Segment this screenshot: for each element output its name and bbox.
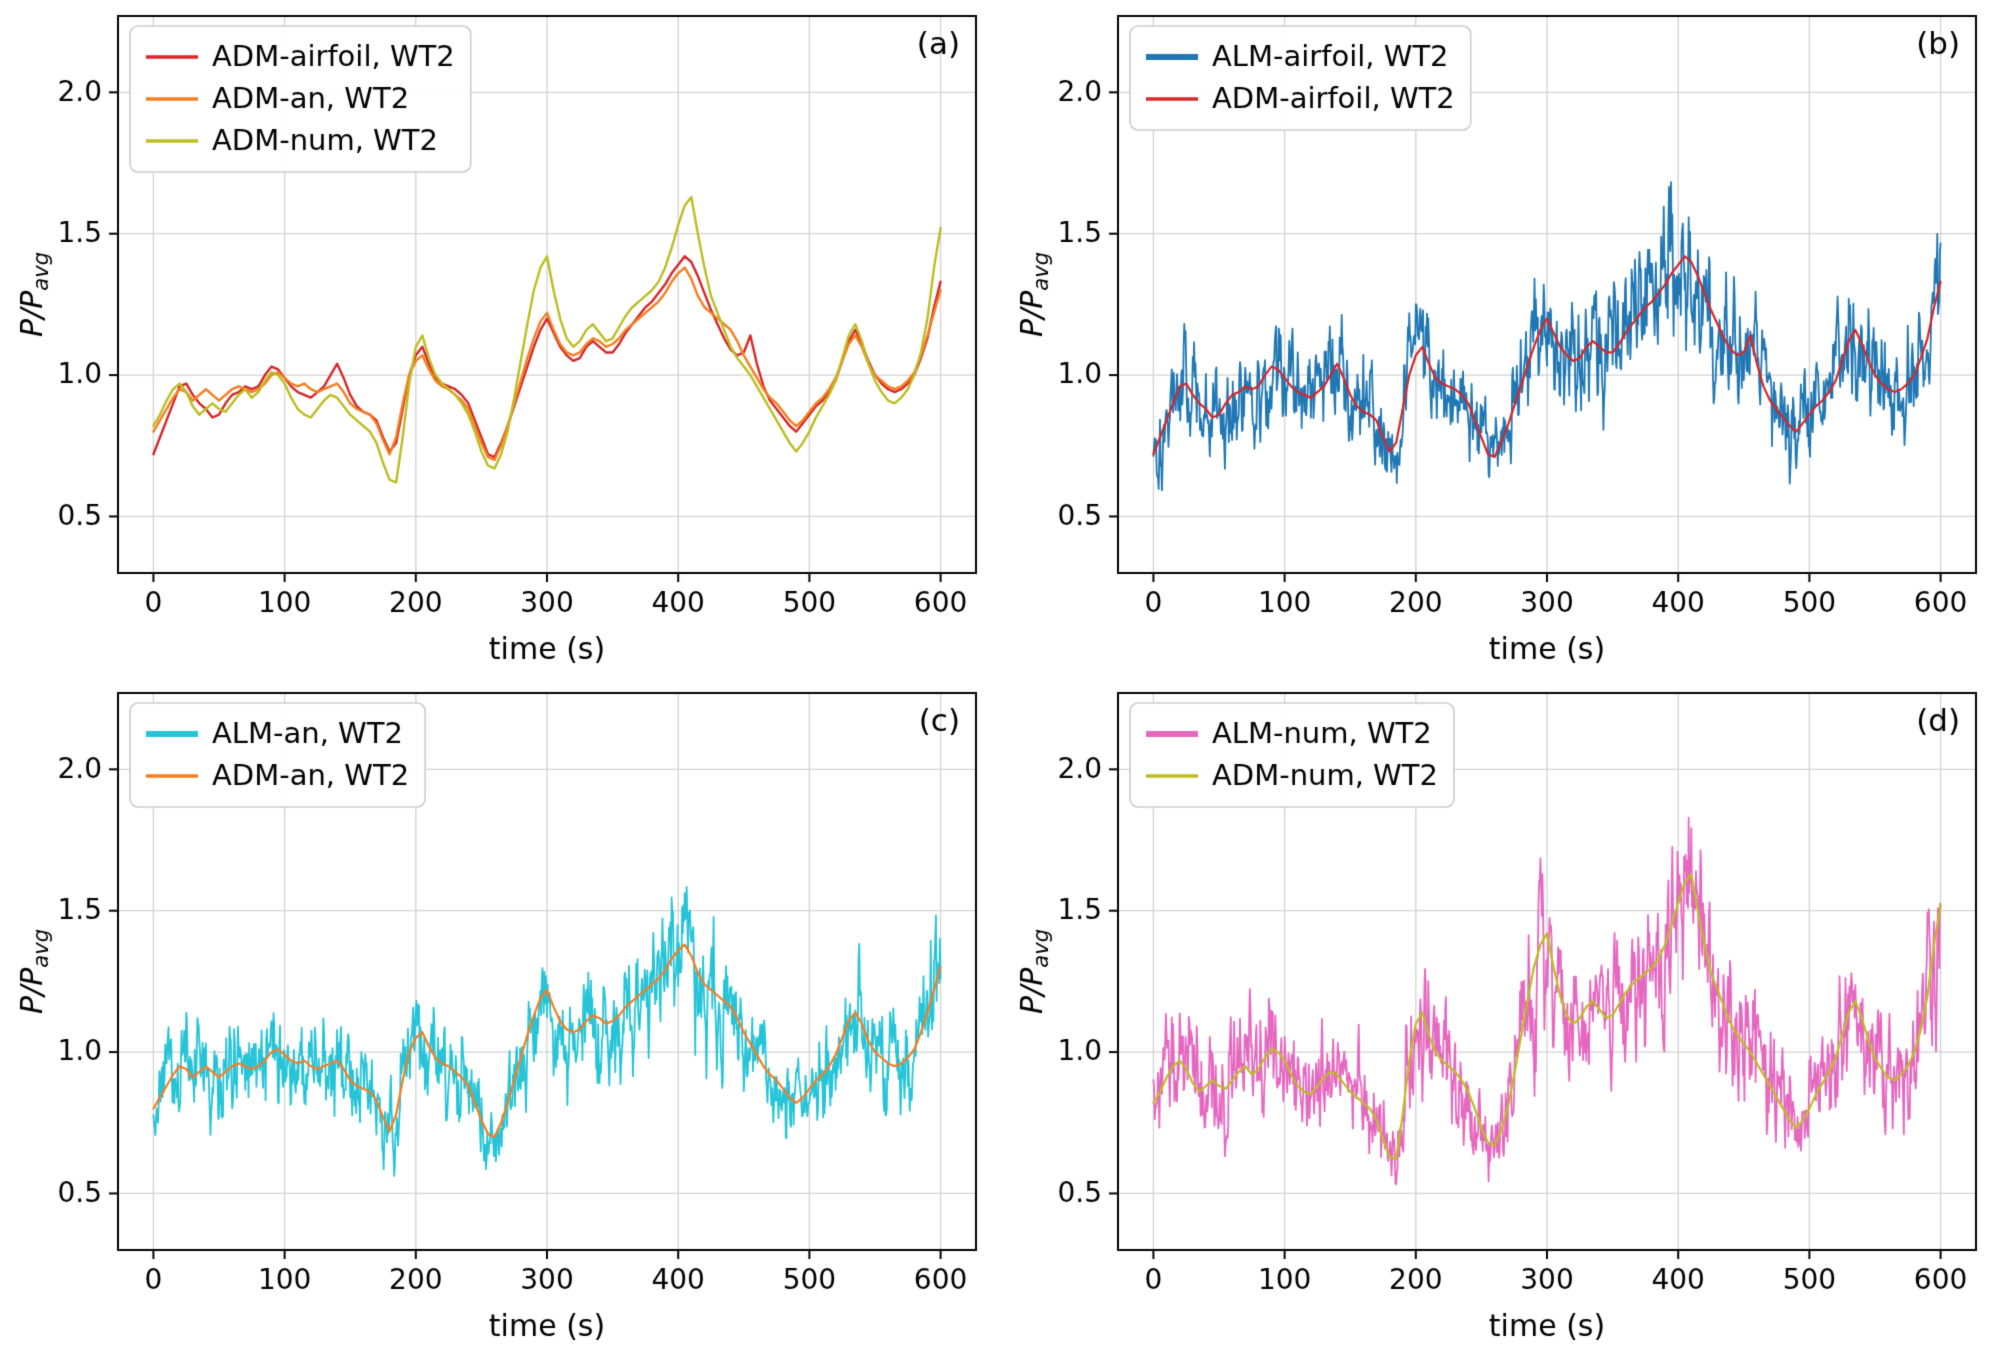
subplot-b-canvas [1000,0,2000,677]
subplot-d-canvas [1000,677,2000,1354]
subplot-a-canvas [0,0,1000,677]
subplot-c-canvas [0,677,1000,1354]
